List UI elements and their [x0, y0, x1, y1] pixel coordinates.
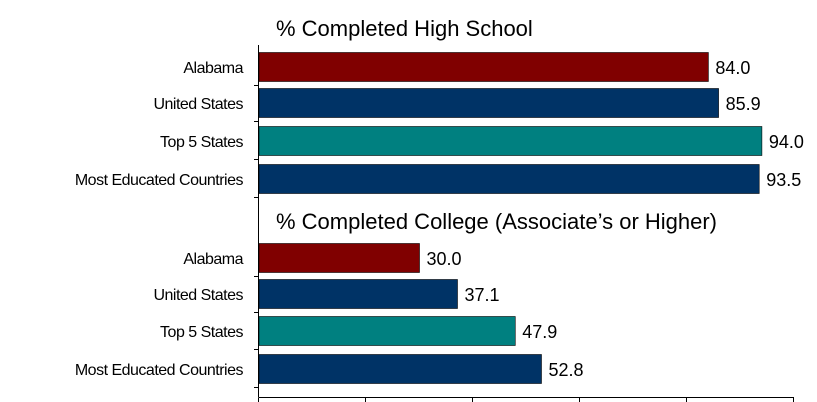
category-label-top-5-states-1: Top 5 States: [160, 134, 243, 151]
value-label-alabama-1: 84.0: [715, 58, 750, 78]
bar-most-educated-countries-1: [258, 164, 760, 194]
category-label-alabama-2: Alabama: [183, 251, 243, 268]
bar-top-5-states-1: [258, 126, 763, 156]
value-label-top-5-states-2: 47.9: [522, 322, 557, 342]
bar-most-educated-countries-2: [258, 354, 542, 384]
category-label-alabama-1: Alabama: [183, 60, 243, 77]
bar-alabama-2: [258, 243, 420, 273]
value-label-most-educated-countries-1: 93.5: [766, 170, 801, 190]
value-label-united-states-2: 37.1: [464, 285, 499, 305]
value-label-united-states-1: 85.9: [726, 94, 761, 114]
bar-top-5-states-2: [258, 316, 516, 346]
category-label-top-5-states-2: Top 5 States: [160, 324, 243, 341]
panel-title-1: % Completed High School: [276, 16, 533, 41]
category-label-most-educated-countries-1: Most Educated Countries: [75, 172, 244, 189]
bar-alabama-1: [258, 52, 709, 82]
category-label-united-states-2: United States: [153, 287, 243, 304]
category-label-united-states-1: United States: [153, 96, 243, 113]
category-label-most-educated-countries-2: Most Educated Countries: [75, 362, 244, 379]
bar-united-states-2: [258, 279, 458, 309]
bar-united-states-1: [258, 88, 719, 118]
value-label-most-educated-countries-2: 52.8: [548, 360, 583, 380]
value-label-alabama-2: 30.0: [427, 249, 462, 269]
panel-title-2: % Completed College (Associate’s or High…: [276, 209, 717, 234]
value-label-top-5-states-1: 94.0: [769, 132, 804, 152]
